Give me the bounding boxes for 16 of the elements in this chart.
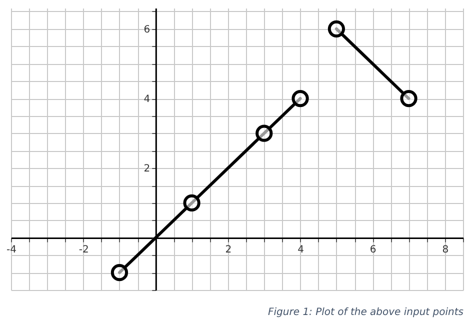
point bbox=[328, 20, 346, 38]
point bbox=[400, 90, 418, 108]
y-tick-label: 6 bbox=[144, 24, 150, 36]
point bbox=[256, 124, 273, 142]
y-tick-label: 4 bbox=[144, 94, 150, 106]
x-tick-label: 6 bbox=[370, 244, 376, 256]
x-tick-label: -2 bbox=[78, 244, 89, 256]
point bbox=[183, 194, 200, 212]
caption: Figure 1: Plot of the above input points bbox=[268, 307, 464, 318]
x-tick-label: 8 bbox=[442, 244, 449, 256]
x-tick-label: -4 bbox=[6, 244, 16, 256]
point bbox=[292, 90, 309, 108]
point bbox=[110, 264, 128, 282]
y-tick-label: 2 bbox=[144, 164, 150, 175]
x-tick-label: 4 bbox=[298, 244, 304, 256]
x-tick-label: 2 bbox=[225, 244, 232, 256]
